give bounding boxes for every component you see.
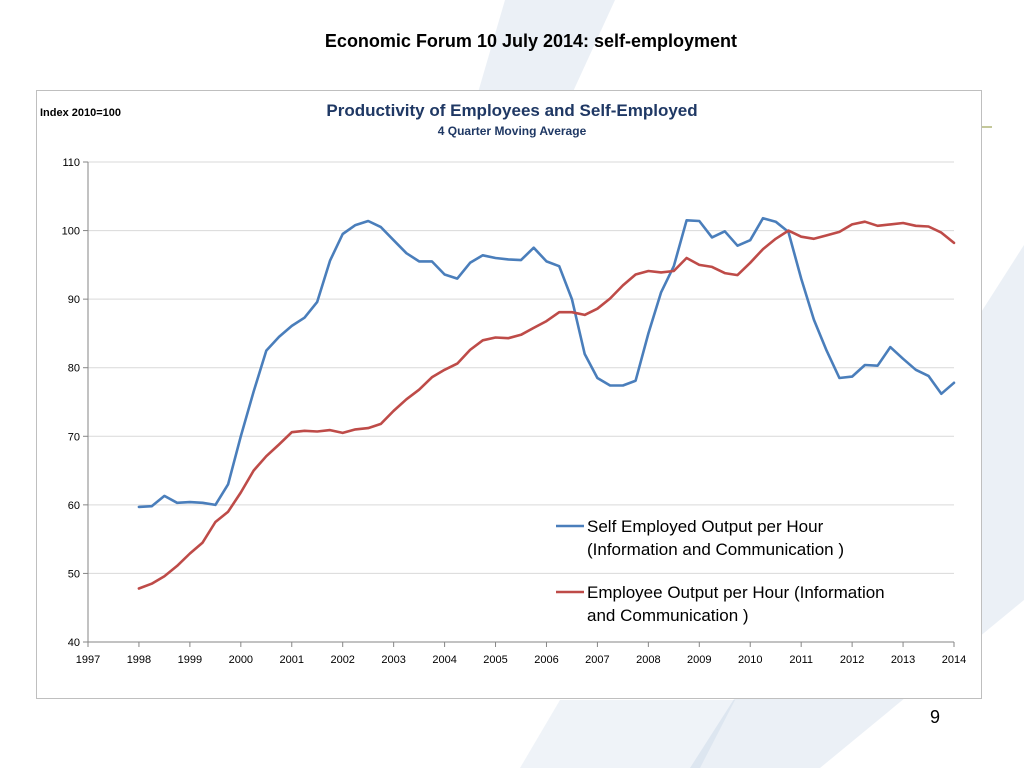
y-tick-label: 40 <box>68 637 80 649</box>
x-tick-label: 2000 <box>229 654 253 666</box>
axes: 40 50 60 70 80 90 100 110 1997 1998 1999 2000 2001 20… <box>62 157 967 666</box>
x-tick-label: 2011 <box>789 654 813 666</box>
x-tick-label: 2014 <box>942 654 966 666</box>
x-tick-label: 2003 <box>381 654 405 666</box>
x-tick-label: 2005 <box>483 654 507 666</box>
x-tick-label: 1999 <box>178 654 202 666</box>
chart-area <box>36 90 982 699</box>
x-tick-label: 2009 <box>687 654 711 666</box>
x-tick-label: 2007 <box>585 654 609 666</box>
x-tick-label: 2002 <box>330 654 354 666</box>
y-tick-label: 80 <box>68 363 80 375</box>
series-lines <box>137 216 956 590</box>
decor-diagonal-band-bottom <box>520 700 735 768</box>
x-tick-label: 2008 <box>636 654 660 666</box>
employee-output-line <box>137 220 956 590</box>
x-tick-label: 2001 <box>280 654 304 666</box>
legend-label: Self Employed Output per Hour (Informatio… <box>587 517 844 559</box>
y-unit-label: Index 2010=100 <box>40 107 121 119</box>
y-tick-label: 90 <box>68 294 80 306</box>
x-tick-label: 2006 <box>534 654 558 666</box>
y-tick-label: 70 <box>68 431 80 443</box>
chart-subtitle: 4 Quarter Moving Average <box>438 124 587 138</box>
y-tick-label: 60 <box>68 500 80 512</box>
x-tick-label: 1997 <box>76 654 100 666</box>
y-tick-label: 100 <box>62 226 80 238</box>
x-tick-label: 2010 <box>738 654 762 666</box>
slide-title: Economic Forum 10 July 2014: self-employ… <box>324 31 738 51</box>
y-tick-label: 50 <box>68 568 80 580</box>
x-tick-label: 2004 <box>432 654 456 666</box>
legend: Self Employed Output per Hour (Informatio… <box>556 517 885 625</box>
x-tick-label: 2012 <box>840 654 864 666</box>
self-employed-output-line <box>137 216 956 509</box>
legend-label: Employee Output per Hour (Information and… <box>587 583 885 625</box>
page-number: 9 <box>929 707 940 727</box>
x-tick-label: 1998 <box>127 654 151 666</box>
chart-title: Productivity of Employees and Self-Emplo… <box>326 101 697 120</box>
x-tick-label: 2013 <box>891 654 915 666</box>
y-tick-label: 110 <box>62 157 80 169</box>
gridlines <box>88 161 954 574</box>
